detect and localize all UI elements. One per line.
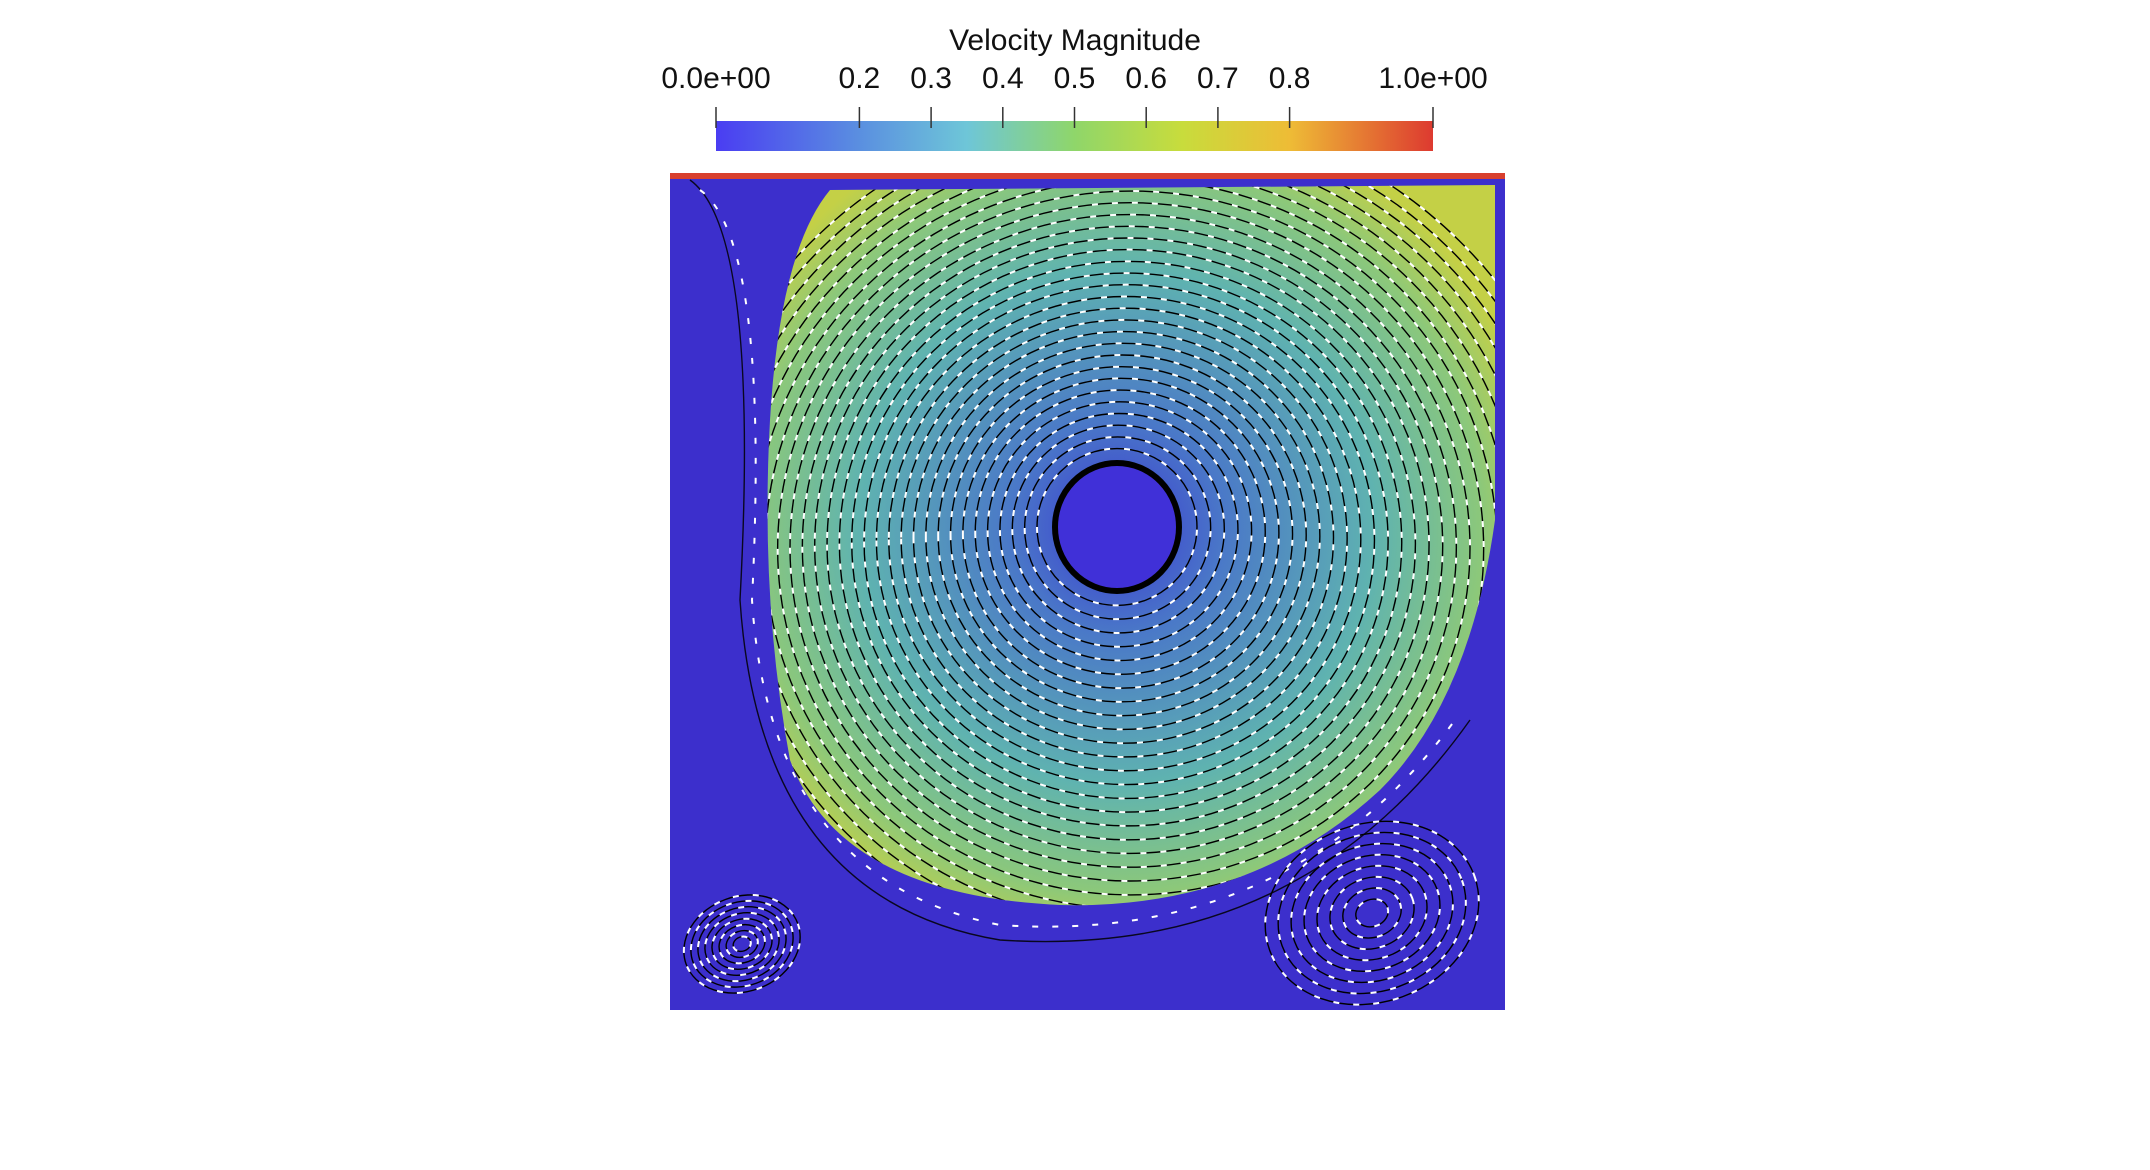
tick-label: 0.2 [839,62,881,95]
flow-arrows [767,185,1495,906]
flow-arrows [689,899,795,989]
tick-label: 0.6 [1125,62,1167,95]
flow-arrows [1328,875,1416,951]
flow-arrows [1264,820,1480,1006]
flow-arrows [1315,864,1429,962]
flow-field [670,173,1505,1010]
tick-label: 0.5 [1054,62,1096,95]
tick-label: 1.0e+00 [1378,62,1487,95]
streamline [912,330,1335,744]
arrows [699,189,1456,928]
flow-arrows [924,342,1321,731]
flow-arrows [998,412,1239,648]
tick-label: 0.7 [1197,62,1239,95]
streamline [838,260,1417,827]
lid [670,173,1505,179]
flow-arrows [789,213,1472,882]
flow-arrows [767,185,1495,906]
tick-label: 0.8 [1269,62,1311,95]
streamline [949,366,1294,703]
streamline [776,202,1485,896]
flow-arrows [863,283,1390,800]
vortex-core [1052,460,1182,594]
streamline [875,295,1376,786]
streamline [814,237,1444,855]
flow-arrows [1341,887,1403,939]
flow-arrows [767,185,1495,906]
streamline [937,354,1307,717]
flow-arrows [826,248,1431,841]
tick-label: 0.0e+00 [661,62,770,95]
separatrix [689,179,1471,943]
flow-arrows [682,893,802,995]
flow-arrows [1023,435,1212,621]
streamline [1011,424,1226,634]
tick-label: 0.3 [910,62,952,95]
flow-arrows [704,911,780,977]
flow-arrows [718,923,766,965]
flow-arrows [801,225,1458,869]
streamline [767,185,1495,906]
flow-arrows [767,190,1495,906]
colorbar-title: Velocity Magnitude [949,24,1201,57]
flow-arrows [900,318,1349,758]
flow-arrows [696,905,788,983]
flow-arrows [961,377,1280,690]
streamline [767,185,1495,906]
flow-arrows [1354,898,1390,928]
streamline [1036,447,1198,607]
streamline [851,272,1403,813]
corner-vortices [682,820,1480,1006]
flow-arrows [732,935,752,953]
streamline [888,307,1362,772]
streamlines [767,185,1495,906]
flow-arrows [1290,842,1454,984]
flow-arrows [1277,831,1467,995]
flow-arrows [711,917,773,971]
colorbar-ticks: 0.0e+00 0.2 0.3 0.4 0.5 0.6 0.7 0.8 1.0e+00 [661,62,1488,128]
streamline [986,401,1253,662]
tick-label: 0.4 [982,62,1024,95]
streamline [974,389,1266,675]
flow-arrows [1303,853,1441,973]
